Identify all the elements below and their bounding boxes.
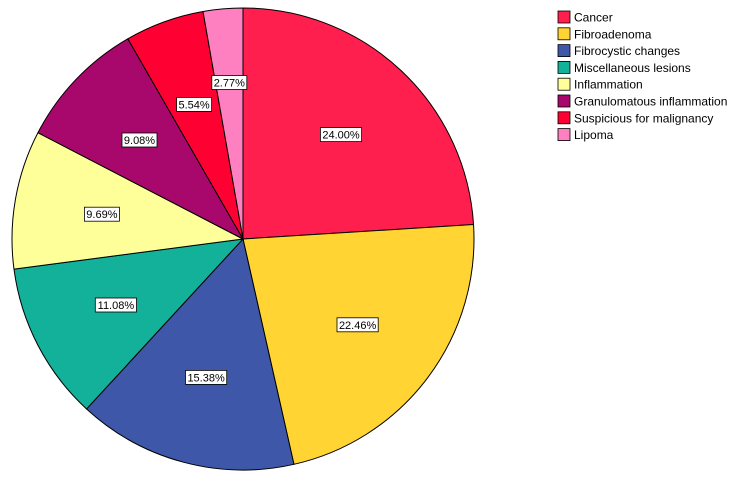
- slice-label-box: [176, 97, 213, 112]
- slice-label-box: [121, 132, 158, 148]
- legend-swatch: [557, 61, 571, 74]
- slice-value-label: 2.77%: [214, 78, 245, 90]
- slice-value-label: 9.69%: [86, 209, 117, 221]
- slice-value-label: 11.08%: [98, 300, 135, 312]
- legend-label: Miscellaneous lesions: [574, 61, 691, 75]
- slice-label-miscellaneous-lesions: 11.08%: [94, 297, 137, 313]
- legend-swatch: [557, 77, 571, 91]
- legend-label: Inflammation: [574, 78, 643, 92]
- slice-label-cancer: 24.00%: [319, 127, 362, 142]
- slice-value-label: 22.46%: [339, 320, 377, 332]
- legend: Cancer Fibroadenoma Fibrocystic changes Mis…: [557, 10, 727, 142]
- slice-label-inflammation: 9.69%: [84, 206, 120, 222]
- slice-value-label: 5.54%: [178, 99, 209, 111]
- legend-swatch: [557, 94, 571, 108]
- slice-value-label: 24.00%: [322, 130, 360, 142]
- slice-label-fibroadenoma: 22.46%: [336, 317, 379, 333]
- legend-item-granulomatous-inflammation: Granulomatous inflammation: [557, 94, 727, 109]
- slice-label-fibrocystic-changes: 15.38%: [185, 369, 228, 385]
- pie-slice-fibroadenoma: [242, 224, 475, 465]
- legend-swatch: [557, 111, 571, 125]
- pie-slice-fibrocystic-changes: [86, 238, 295, 471]
- legend-swatch: [557, 27, 571, 41]
- legend-label: Granulomatous inflammation: [574, 95, 727, 109]
- slice-value-label: 9.08%: [124, 135, 155, 147]
- legend-item-inflammation: Inflammation: [557, 77, 643, 92]
- legend-item-cancer: Cancer: [557, 10, 613, 25]
- slice-label-box: [211, 75, 248, 90]
- legend-label: Lipoma: [574, 128, 614, 142]
- slice-label-lipoma: 2.77%: [211, 75, 248, 90]
- legend-swatch: [557, 128, 571, 142]
- slice-label-box: [185, 369, 228, 385]
- pie-slice-lipoma: [202, 7, 244, 240]
- pie-slices: [11, 7, 475, 471]
- legend-item-suspicious-for-malignancy: Suspicious for malignancy: [557, 111, 713, 125]
- legend-label: Cancer: [574, 11, 613, 25]
- slice-label-box: [336, 317, 379, 333]
- legend-item-fibrocystic-changes: Fibrocystic changes: [557, 44, 680, 58]
- slice-label-granulomatous-inflammation: 9.08%: [121, 132, 158, 148]
- pie-slice-inflammation: [11, 132, 244, 270]
- legend-item-fibroadenoma: Fibroadenoma: [557, 27, 652, 41]
- legend-label: Fibrocystic changes: [574, 44, 680, 58]
- pie-slice-miscellaneous-lesions: [13, 238, 244, 410]
- pie-value-labels: 24.00% 22.46% 15.38% 11.08% 9.69% 9.08% 5.54% 2…: [84, 75, 379, 385]
- slice-label-suspicious-for-malignancy: 5.54%: [176, 97, 213, 112]
- legend-item-miscellaneous-lesions: Miscellaneous lesions: [557, 61, 691, 75]
- legend-label: Fibroadenoma: [574, 27, 652, 41]
- slice-label-box: [94, 297, 137, 313]
- pie-slice-cancer: [242, 7, 475, 240]
- legend-swatch: [557, 10, 571, 24]
- slice-label-box: [319, 127, 362, 142]
- legend-item-lipoma: Lipoma: [557, 128, 614, 142]
- slice-value-label: 15.38%: [187, 372, 225, 384]
- legend-swatch: [557, 44, 571, 57]
- legend-label: Suspicious for malignancy: [574, 111, 713, 125]
- slice-label-box: [84, 206, 120, 222]
